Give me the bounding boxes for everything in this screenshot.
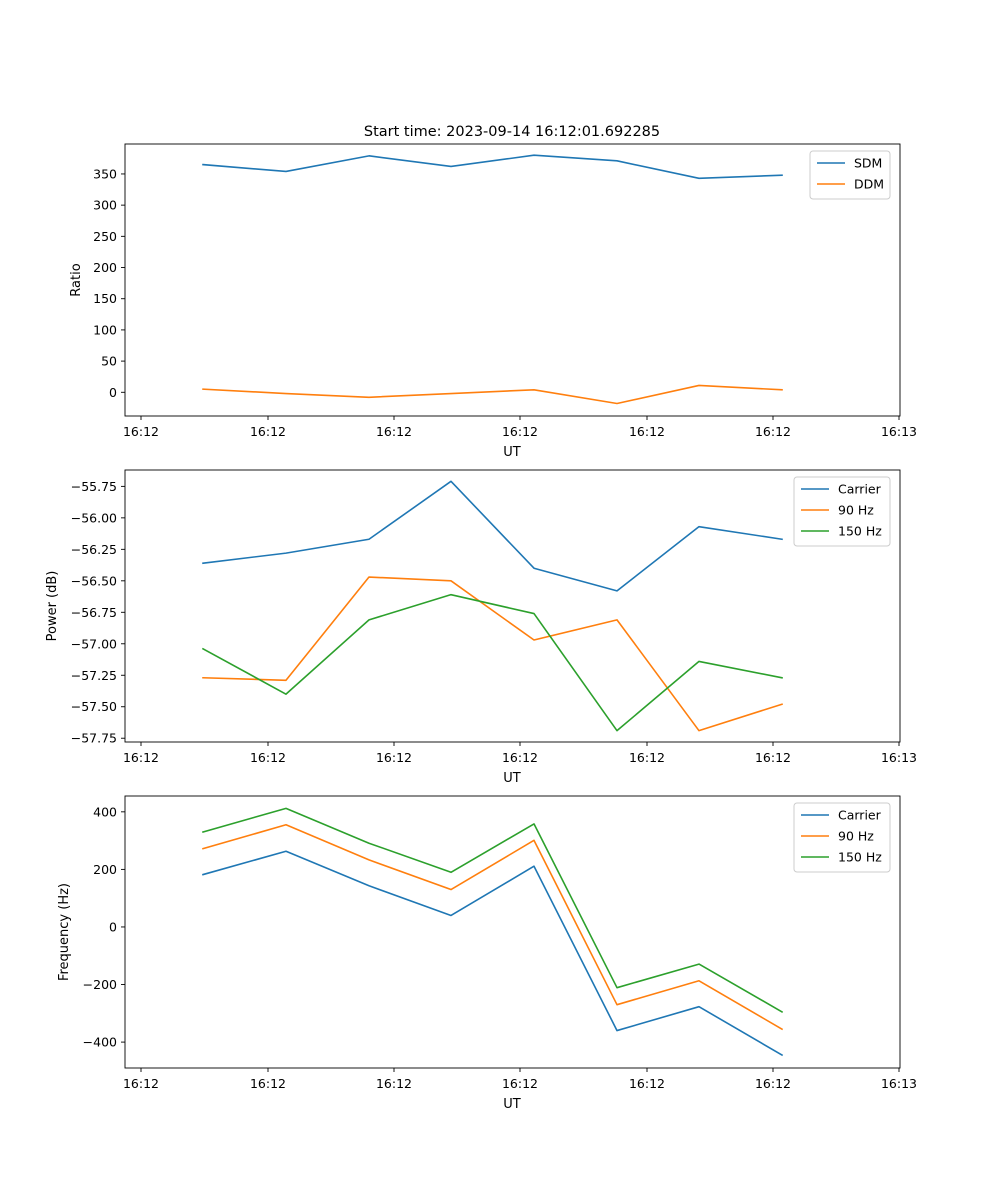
x-tick-label: 16:13: [881, 750, 917, 765]
x-tick-label: 16:12: [376, 424, 412, 439]
x-tick-label: 16:12: [123, 750, 159, 765]
y-tick-label: 0: [109, 385, 117, 400]
chart-panel-1: 16:12 16:12 16:12 16:12 16:12 16:12 16:13 0 50 10…: [69, 143, 917, 460]
series-line-150-hz: [201, 593, 783, 732]
x-tick-label: 16:12: [755, 424, 791, 439]
y-tick-label: −56.50: [71, 573, 117, 588]
series-line-sdm: [202, 154, 783, 180]
y-axis-label: Power (dB): [45, 571, 60, 642]
series-line-90-hz: [202, 576, 784, 732]
x-tick-label: 16:12: [123, 424, 159, 439]
legend: Carrier 90 Hz 150 Hz: [793, 802, 891, 873]
x-tick-label: 16:12: [376, 750, 412, 765]
series-line-carrier: [202, 480, 783, 592]
y-tick-label: 250: [93, 229, 117, 244]
x-tick-label: 16:12: [502, 750, 538, 765]
y-tick-label: 100: [93, 322, 117, 337]
y-tick-label: 0: [109, 919, 117, 934]
figure-title: Start time: 2023-09-14 16:12:01.692285: [364, 124, 660, 140]
legend-label-carrier: Carrier: [838, 808, 882, 823]
x-tick-label: 16:12: [123, 1076, 159, 1091]
legend-label-ddm: DDM: [854, 177, 884, 192]
y-tick-label: −200: [83, 977, 117, 992]
x-tick-label: 16:12: [755, 750, 791, 765]
y-tick-label: −57.50: [71, 699, 117, 714]
y-tick-label: −56.25: [71, 542, 117, 557]
y-tick-label: −400: [83, 1035, 117, 1050]
legend-box: [793, 476, 891, 547]
y-tick-label: 350: [93, 166, 117, 181]
x-tick-label: 16:12: [502, 424, 538, 439]
x-tick-label: 16:12: [755, 1076, 791, 1091]
legend: Carrier 90 Hz 150 Hz: [793, 476, 891, 547]
x-axis-label: UT: [503, 1097, 521, 1112]
series-line-ddm: [202, 384, 783, 405]
y-tick-label: −57.25: [71, 668, 117, 683]
x-tick-label: 16:12: [376, 1076, 412, 1091]
chart-panel-3: 16:12 16:12 16:12 16:12 16:12 16:12 16:13 −400 −…: [57, 795, 917, 1112]
y-tick-label: −55.75: [71, 479, 117, 494]
y-tick-label: −57.00: [71, 636, 117, 651]
x-axis-label: UT: [503, 771, 521, 786]
x-axis-label: UT: [503, 445, 521, 460]
x-tick-label: 16:13: [881, 424, 917, 439]
axes-frame: [124, 469, 901, 743]
x-tick-label: 16:12: [629, 750, 665, 765]
y-tick-label: 50: [101, 354, 117, 369]
y-tick-label: 200: [93, 260, 117, 275]
series-line-150-hz: [202, 807, 784, 1013]
legend-label-carrier: Carrier: [838, 482, 882, 497]
y-tick-label: 300: [93, 198, 117, 213]
legend-label-90-hz: 90 Hz: [838, 829, 874, 844]
axes-frame: [124, 795, 901, 1069]
x-tick-label: 16:12: [629, 424, 665, 439]
x-tick-label: 16:12: [250, 750, 286, 765]
x-tick-label: 16:12: [502, 1076, 538, 1091]
x-tick-label: 16:13: [881, 1076, 917, 1091]
series-line-carrier: [202, 850, 784, 1057]
y-tick-label: −56.00: [71, 510, 117, 525]
legend-label-150-hz: 150 Hz: [838, 524, 882, 539]
y-tick-label: 150: [93, 291, 117, 306]
legend-label-sdm: SDM: [854, 156, 882, 171]
legend-label-90-hz: 90 Hz: [838, 503, 874, 518]
x-tick-label: 16:12: [250, 424, 286, 439]
legend-label-150-hz: 150 Hz: [838, 850, 882, 865]
y-tick-label: −56.75: [71, 605, 117, 620]
chart-panel-2: 16:12 16:12 16:12 16:12 16:12 16:12 16:13 −57.7…: [45, 469, 917, 786]
series-line-90-hz: [202, 823, 784, 1031]
x-tick-label: 16:12: [629, 1076, 665, 1091]
x-tick-label: 16:12: [250, 1076, 286, 1091]
y-tick-label: −57.75: [71, 731, 117, 746]
legend-box: [793, 802, 891, 873]
y-axis-label: Ratio: [69, 263, 84, 296]
y-axis-label: Frequency (Hz): [57, 883, 72, 981]
legend: SDM DDM: [809, 150, 891, 200]
y-tick-label: 400: [93, 804, 117, 819]
y-tick-label: 200: [93, 862, 117, 877]
axes-frame: [124, 143, 901, 417]
